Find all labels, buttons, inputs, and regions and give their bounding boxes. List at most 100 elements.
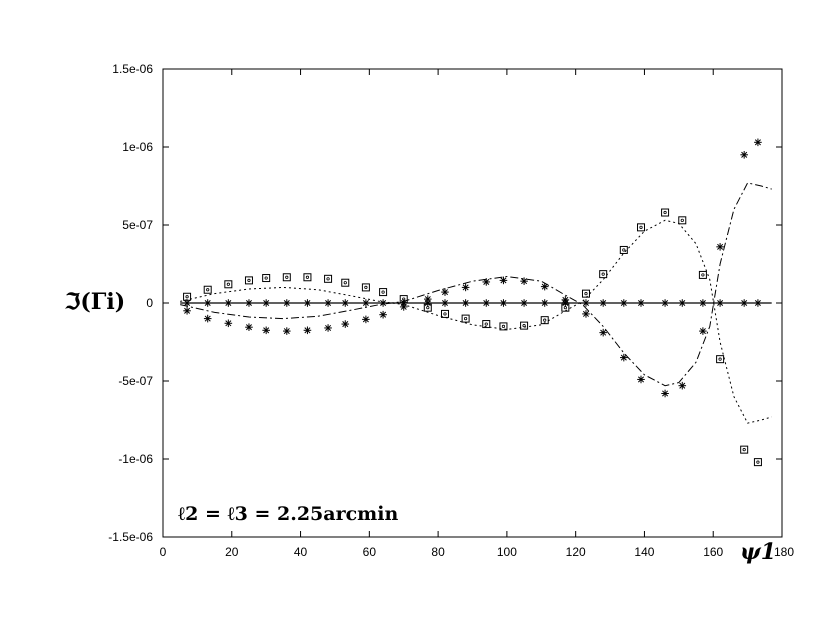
star-marker (324, 299, 332, 307)
star-marker (678, 381, 687, 390)
square-marker-dot (364, 285, 368, 289)
x-axis-label: ψ1 (740, 539, 776, 565)
star-marker (499, 276, 508, 285)
square-marker (262, 274, 271, 283)
square-marker (482, 320, 491, 329)
square-marker-dot (663, 210, 667, 215)
star-marker (699, 299, 707, 307)
x-tick-label: 100 (497, 545, 517, 559)
square-marker-dot (484, 322, 488, 326)
square-marker-dot (326, 277, 330, 281)
square-marker (282, 273, 291, 282)
square-marker (740, 445, 749, 454)
star-marker (399, 299, 408, 307)
square-marker-dot (185, 295, 189, 299)
data-markers (183, 138, 762, 467)
square-marker-dot (522, 324, 526, 328)
square-marker-dot (247, 278, 251, 282)
square-marker (224, 280, 233, 289)
square-marker-dot (756, 460, 760, 464)
star-marker (183, 299, 191, 307)
square-marker-dot (584, 292, 588, 296)
y-tick-label: -5e-07 (118, 374, 153, 388)
square-marker-dot (305, 275, 310, 279)
star-marker (699, 327, 707, 335)
star-marker (203, 299, 212, 307)
y-axis-label: ℑ(Γi) (64, 289, 125, 315)
square-marker-dot (443, 312, 447, 316)
square-marker-dot (381, 290, 385, 294)
square-marker (599, 270, 608, 279)
square-marker (303, 273, 312, 282)
y-tick-label: 0 (146, 296, 153, 310)
square-marker-dot (680, 218, 684, 222)
square-marker-dot (563, 306, 567, 310)
star-marker (303, 299, 312, 307)
y-tick-label: 1e-06 (122, 140, 153, 154)
star-marker (245, 323, 253, 331)
series-line-4 (180, 182, 772, 387)
square-marker-dot (285, 275, 289, 279)
star-marker (283, 299, 291, 307)
square-marker (661, 208, 670, 217)
star-marker (324, 324, 332, 332)
square-marker-dot (701, 273, 705, 277)
star-marker (740, 299, 748, 307)
star-marker (620, 353, 628, 362)
star-marker (245, 299, 253, 307)
star-marker (283, 327, 291, 335)
star-marker (303, 326, 312, 335)
star-marker (482, 278, 491, 286)
square-marker-dot (639, 225, 643, 229)
star-marker (716, 299, 724, 307)
star-marker (520, 277, 528, 285)
square-marker (619, 245, 628, 254)
star-marker (482, 299, 491, 307)
square-marker (499, 322, 508, 331)
star-marker (540, 299, 549, 307)
y-tick-label: -1.5e-06 (108, 530, 153, 544)
square-marker (520, 321, 529, 330)
star-marker (224, 299, 233, 307)
star-marker (262, 326, 270, 335)
x-tick-label: 160 (703, 545, 723, 559)
star-marker (441, 299, 449, 307)
star-marker (582, 299, 590, 307)
square-marker (581, 289, 590, 298)
star-marker (661, 389, 669, 398)
star-marker (716, 243, 724, 251)
square-marker (698, 270, 707, 279)
square-marker (716, 355, 725, 364)
star-marker (599, 328, 607, 337)
x-tick-label: 80 (431, 545, 445, 559)
star-marker (461, 283, 470, 292)
star-marker (441, 288, 449, 296)
x-tick-label: 180 (774, 545, 794, 559)
series-line-3 (180, 219, 772, 424)
square-marker-dot (543, 318, 547, 322)
square-marker (203, 285, 212, 294)
x-tick-label: 60 (363, 545, 377, 559)
square-marker-dot (226, 282, 230, 286)
star-marker (520, 299, 528, 307)
square-marker-dot (206, 288, 210, 292)
star-marker (540, 282, 549, 291)
square-marker (324, 274, 333, 283)
square-marker-dot (426, 306, 430, 310)
star-marker (661, 299, 669, 307)
star-marker (740, 151, 748, 159)
square-marker (361, 283, 370, 292)
star-marker (224, 319, 233, 328)
square-marker (244, 276, 253, 285)
square-marker (440, 309, 449, 318)
square-marker (678, 216, 687, 225)
star-marker (637, 299, 645, 307)
star-marker (341, 320, 350, 328)
star-marker (561, 299, 570, 307)
star-marker (599, 299, 607, 307)
square-marker (379, 288, 388, 297)
x-tick-label: 120 (566, 545, 586, 559)
star-marker (203, 314, 212, 323)
star-marker (262, 299, 270, 307)
